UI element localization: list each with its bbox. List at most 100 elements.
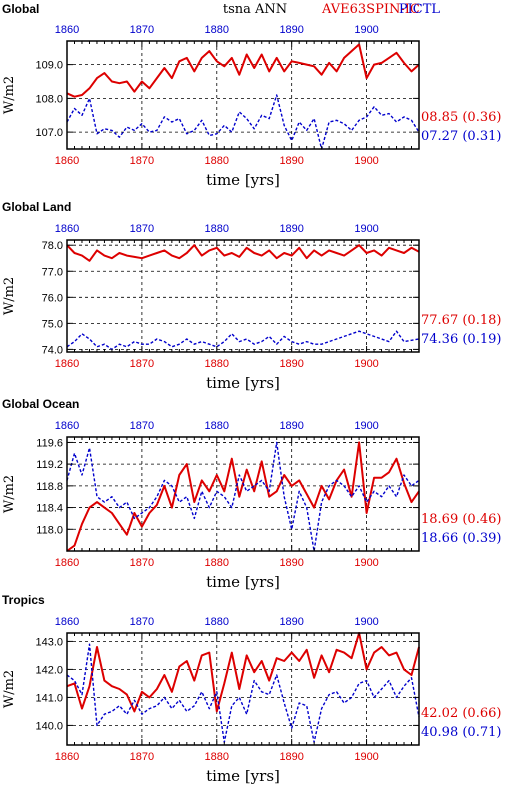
grid	[67, 437, 419, 551]
x-axis-label: time [yrs]	[206, 573, 280, 591]
x-tick-label-top: 1870	[130, 223, 154, 235]
x-tick-label-top: 1890	[279, 223, 303, 235]
y-tick-label: 118.8	[36, 481, 63, 493]
x-tick-label-top: 1890	[279, 420, 303, 432]
grid	[67, 240, 419, 352]
x-tick-label: 1880	[205, 358, 229, 370]
x-tick-label: 1870	[130, 358, 154, 370]
x-tick-label-top: 1860	[55, 223, 79, 235]
x-tick-label: 1900	[354, 358, 378, 370]
figure-header: Global tsna ANN AVE63SPIN-IC PICTL	[2, 2, 440, 17]
x-tick-label-top: 1890	[279, 616, 303, 628]
x-tick-label: 1870	[130, 557, 154, 569]
panel-label-global: Global	[2, 2, 39, 16]
x-tick-label-top: 1900	[354, 223, 378, 235]
x-tick-label-top: 1870	[130, 616, 154, 628]
x-tick-label-top: 1870	[130, 24, 154, 36]
series-line-ave63spin-ic	[66, 43, 420, 98]
x-tick-label: 1900	[354, 557, 378, 569]
x-tick-label-top: 1860	[55, 616, 79, 628]
x-tick-label-top: 1860	[55, 420, 79, 432]
x-tick-label-top: 1890	[279, 24, 303, 36]
variable-title: tsna ANN	[223, 2, 287, 17]
plot-frame	[66, 239, 420, 353]
summary-pictl: 74.36 (0.19)	[421, 332, 501, 347]
y-tick-label: 107.0	[35, 127, 63, 139]
x-axis-label: time [yrs]	[206, 374, 280, 392]
x-tick-label-top: 1880	[205, 24, 229, 36]
y-tick-label: 109.0	[35, 60, 63, 72]
x-tick-label-top: 1880	[205, 223, 229, 235]
summary-ave63spin-ic: 18.69 (0.46)	[421, 512, 501, 527]
series-line-ave63spin-ic	[66, 632, 420, 713]
panel-global-ocean: Global Ocean 1860 1860 1870 1870 1880 1880 1890…	[2, 397, 501, 591]
series-line-pictl	[66, 441, 420, 552]
summary-pictl: 40.98 (0.71)	[421, 725, 501, 740]
x-tick-label-top: 1880	[205, 420, 229, 432]
y-tick-label: 140.0	[35, 720, 63, 732]
chart-panels: 1860 1860 1870 1870 1880 1880 1890 1890 1900 1900…	[2, 24, 501, 785]
x-tick-label: 1880	[205, 751, 229, 763]
x-tick-label-top: 1900	[354, 616, 378, 628]
x-tick-label-top: 1860	[55, 24, 79, 36]
legend-exp2-label: PICTL	[399, 2, 441, 17]
x-tick-label: 1900	[354, 751, 378, 763]
panel-tropics: Tropics 1860 1860 1870 1870 1880 1880 1890 1890 1…	[2, 593, 501, 785]
x-tick-label: 1890	[279, 358, 303, 370]
y-tick-label: 75.0	[42, 318, 63, 330]
y-tick-label: 119.6	[36, 437, 63, 449]
panel-global-land: Global Land 1860 1860 1870 1870 1880 1880 1890 1…	[2, 200, 501, 392]
x-tick-label: 1860	[55, 155, 79, 167]
y-tick-label: 143.0	[35, 636, 63, 648]
panel-label-global-ocean: Global Ocean	[2, 397, 79, 411]
panel-label-global-land: Global Land	[2, 200, 71, 214]
y-tick-label: 74.0	[42, 344, 63, 356]
x-tick-label-top: 1880	[205, 616, 229, 628]
plot-frame	[66, 40, 420, 150]
panel-global: 1860 1860 1870 1870 1880 1880 1890 1890 1900 1900…	[2, 24, 501, 189]
legend-exp1-label: AVE63SPIN-IC	[321, 2, 420, 17]
x-tick-label: 1890	[279, 751, 303, 763]
y-tick-label: 119.2	[36, 459, 63, 471]
x-tick-label-top: 1870	[130, 420, 154, 432]
plot-frame	[66, 632, 420, 746]
y-tick-label: 118.0	[36, 524, 63, 536]
x-tick-label: 1870	[130, 155, 154, 167]
summary-pictl: 07.27 (0.31)	[421, 129, 501, 144]
y-axis-label: W/m2	[2, 670, 17, 708]
x-axis-label: time [yrs]	[206, 171, 280, 189]
y-axis-label: W/m2	[2, 76, 17, 114]
panel-label-tropics: Tropics	[2, 593, 45, 607]
series-line-pictl	[66, 643, 420, 743]
x-tick-label: 1880	[205, 557, 229, 569]
y-tick-label: 78.0	[42, 240, 63, 252]
x-axis-label: time [yrs]	[206, 767, 280, 785]
x-tick-label-top: 1900	[354, 24, 378, 36]
summary-ave63spin-ic: 77.67 (0.18)	[421, 313, 501, 328]
x-tick-label-top: 1900	[354, 420, 378, 432]
y-tick-label: 77.0	[42, 266, 63, 278]
series-line-pictl	[66, 94, 420, 150]
x-tick-label: 1860	[55, 751, 79, 763]
y-tick-label: 118.4	[36, 503, 63, 515]
x-tick-label: 1860	[55, 358, 79, 370]
y-tick-label: 142.0	[35, 664, 63, 676]
x-tick-label: 1870	[130, 751, 154, 763]
y-tick-label: 108.0	[35, 93, 63, 105]
plot-frame	[66, 436, 420, 552]
x-tick-label: 1890	[279, 557, 303, 569]
grid	[67, 41, 419, 149]
summary-ave63spin-ic: 42.02 (0.66)	[421, 706, 501, 721]
series-line-ave63spin-ic	[66, 244, 420, 262]
x-tick-label: 1880	[205, 155, 229, 167]
y-axis-label: W/m2	[2, 277, 17, 315]
series-line-pictl	[66, 330, 420, 351]
x-tick-label: 1860	[55, 557, 79, 569]
y-axis-label: W/m2	[2, 475, 17, 513]
x-tick-label: 1890	[279, 155, 303, 167]
y-tick-label: 76.0	[42, 292, 63, 304]
summary-pictl: 18.66 (0.39)	[421, 531, 501, 546]
x-tick-label: 1900	[354, 155, 378, 167]
y-tick-label: 141.0	[35, 692, 63, 704]
